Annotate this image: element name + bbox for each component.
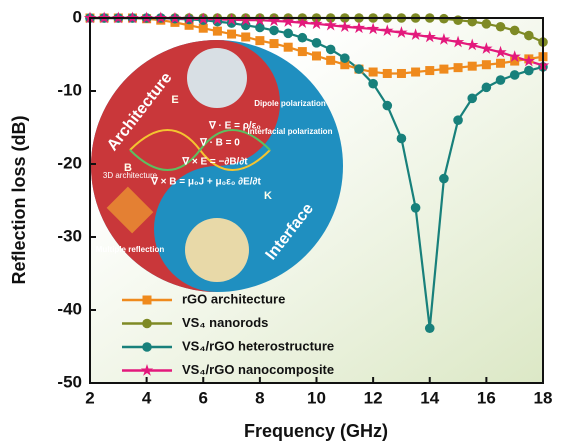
x-tick-label: 2 [85,388,94,407]
inset-label: ∇ · E = ρ/ε₀ [208,121,261,132]
marker [496,59,505,68]
marker [482,83,492,93]
marker [397,134,407,144]
legend-label: VS₄/rGO heterostructure [182,338,334,353]
marker [496,22,506,32]
x-tick-label: 16 [477,388,496,407]
marker [142,319,152,329]
marker [467,94,477,104]
marker [326,56,335,65]
marker [227,30,236,39]
marker [354,64,364,74]
marker [411,68,420,77]
marker [142,342,152,352]
marker [524,31,534,41]
legend-label: VS₄/rGO nanocomposite [182,362,334,377]
inset-label: ∇ × B = μ₀J + μ₀ε₀ ∂E/∂t [150,177,261,188]
y-tick-label: 0 [73,7,82,26]
marker [453,15,463,25]
x-tick-label: 8 [255,388,264,407]
page: {"chart_data": { "type": "line", "x_labe… [0,0,568,444]
x-tick-label: 14 [420,388,439,407]
marker [326,45,336,55]
y-axis-label: Reflection loss (dB) [9,115,29,284]
marker [269,26,279,36]
marker [482,19,492,29]
marker [510,26,520,36]
marker [468,62,477,71]
y-tick-label: -30 [57,226,82,245]
marker [340,53,350,63]
inset-label: ∇ · B = 0 [199,138,240,149]
y-tick-label: -10 [57,80,82,99]
marker [312,38,322,48]
marker [425,66,434,75]
marker [397,69,406,78]
marker [298,47,307,56]
marker [284,43,293,52]
marker [213,27,222,36]
marker [482,60,491,69]
inset-label: B [124,162,132,174]
marker [298,33,308,43]
marker [199,24,208,33]
y-tick-label: -20 [57,153,82,172]
inset-sheets [185,218,249,282]
inset-label: K [264,190,272,202]
y-tick-label: -50 [57,372,82,391]
legend-label: VS₄ nanorods [182,315,268,330]
marker [411,203,421,213]
marker [369,68,378,77]
inset-label: E [171,94,178,106]
chart: ArchitectureInterfaceDipole polarization… [0,0,568,444]
inset-label: Dipole polarization [254,99,326,108]
marker [439,65,448,74]
marker [241,32,250,41]
x-tick-label: 4 [142,388,152,407]
inset-label: ∇ × E = −∂B/∂t [181,157,248,168]
marker [382,101,392,111]
marker [368,79,378,89]
x-axis-label: Frequency (GHz) [244,421,388,441]
marker [524,66,534,76]
x-tick-label: 18 [534,388,553,407]
y-tick-label: -40 [57,299,82,318]
marker [454,63,463,72]
marker [425,323,435,333]
x-tick-label: 6 [199,388,208,407]
marker [439,174,449,184]
marker [453,115,463,125]
marker [383,69,392,78]
x-tick-label: 12 [364,388,383,407]
marker [255,36,264,45]
marker [312,51,321,60]
inset-label: Multiple reflection [96,245,165,254]
marker [283,29,293,39]
x-tick-label: 10 [307,388,326,407]
legend-label: rGO architecture [182,291,285,306]
marker [143,296,152,305]
marker [510,70,520,80]
inset-sphere [187,48,247,108]
marker [270,39,279,48]
marker [496,75,506,85]
